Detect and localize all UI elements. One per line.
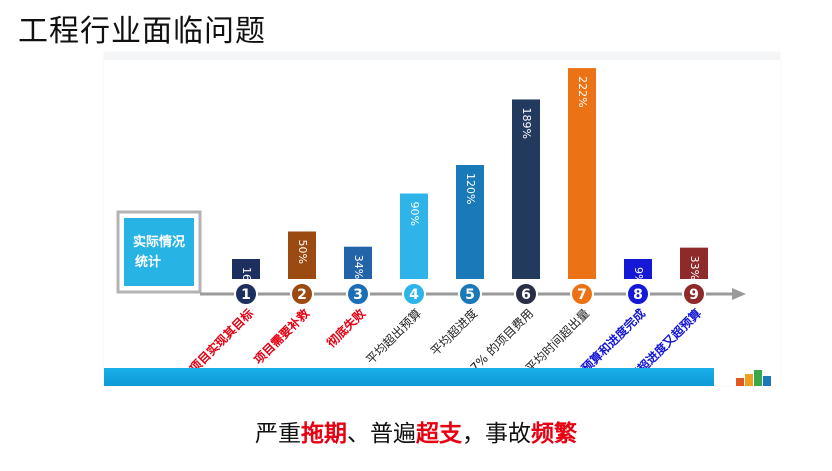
summary-part-3: ，事故 <box>462 421 531 447</box>
summary-part-2: 、普遍 <box>347 421 416 447</box>
marker-number-1: 1 <box>241 287 251 303</box>
marker-number-5: 5 <box>465 287 475 303</box>
bar-8 <box>624 259 652 279</box>
bottom-band <box>104 368 714 386</box>
bar-4 <box>400 193 428 279</box>
marker-number-2: 2 <box>297 287 307 303</box>
marker-number-6: 6 <box>521 287 531 303</box>
marker-circle-4 <box>402 282 426 306</box>
bar-5 <box>456 165 484 279</box>
bar-value-label-9: 33% <box>688 256 701 280</box>
bar-2 <box>288 231 316 279</box>
summary-emphasis-delay: 拖期 <box>301 421 347 447</box>
marker-circle-8 <box>626 282 650 306</box>
marker-number-4: 4 <box>409 287 419 303</box>
category-label-2: 项目需要补救 <box>251 306 313 368</box>
marker-circle-5 <box>458 282 482 306</box>
summary-line: 严重拖期、普遍超支，事故频繁 <box>0 414 832 448</box>
marker-number-8: 8 <box>633 287 643 303</box>
stat-box-line-2: 统计 <box>135 254 161 270</box>
category-label-1: 项目实现其目标 <box>186 306 256 376</box>
marker-number-9: 9 <box>689 287 699 303</box>
bar-value-label-5: 120% <box>464 173 477 204</box>
marker-circle-7 <box>570 282 594 306</box>
stat-box-line-1: 实际情况 <box>133 234 185 250</box>
category-label-4: 平均超出预算 <box>363 306 425 368</box>
summary-emphasis-frequent: 频繁 <box>531 421 577 447</box>
bar-value-label-8: 9% <box>632 267 645 284</box>
bar-6 <box>512 99 540 279</box>
marker-number-3: 3 <box>353 287 363 303</box>
corner-decoration <box>736 370 771 386</box>
x-axis-arrow <box>732 288 746 300</box>
bar-value-label-7: 222% <box>576 76 589 107</box>
bar-value-label-4: 90% <box>408 202 421 226</box>
bar-9 <box>680 247 708 279</box>
panel-top-shade <box>104 52 780 60</box>
bar-value-label-3: 34% <box>352 255 365 279</box>
summary-emphasis-overrun: 超支 <box>416 421 462 447</box>
bar-3 <box>344 246 372 279</box>
bar-value-label-2: 50% <box>296 240 309 264</box>
markers-group: 1 2 3 4 5 6 7 8 9 <box>234 282 706 306</box>
bar-1 <box>232 259 260 279</box>
marker-circle-2 <box>290 282 314 306</box>
bar-value-label-6: 189% <box>520 107 533 138</box>
category-label-3: 彻底失败 <box>323 306 368 351</box>
marker-circle-1 <box>234 282 258 306</box>
marker-circle-6 <box>514 282 538 306</box>
marker-circle-3 <box>346 282 370 306</box>
page-title: 工程行业面临问题 <box>18 14 266 49</box>
bars-group: 16%50%34%90%120%189%222%9% 33% <box>232 68 708 291</box>
category-label-5: 平均超进度 <box>427 306 480 359</box>
bar-7 <box>568 68 596 279</box>
marker-circle-9 <box>682 282 706 306</box>
summary-part-1: 严重 <box>255 421 301 447</box>
marker-number-7: 7 <box>577 287 587 303</box>
stat-box: 实际情况 统计 <box>116 210 202 294</box>
